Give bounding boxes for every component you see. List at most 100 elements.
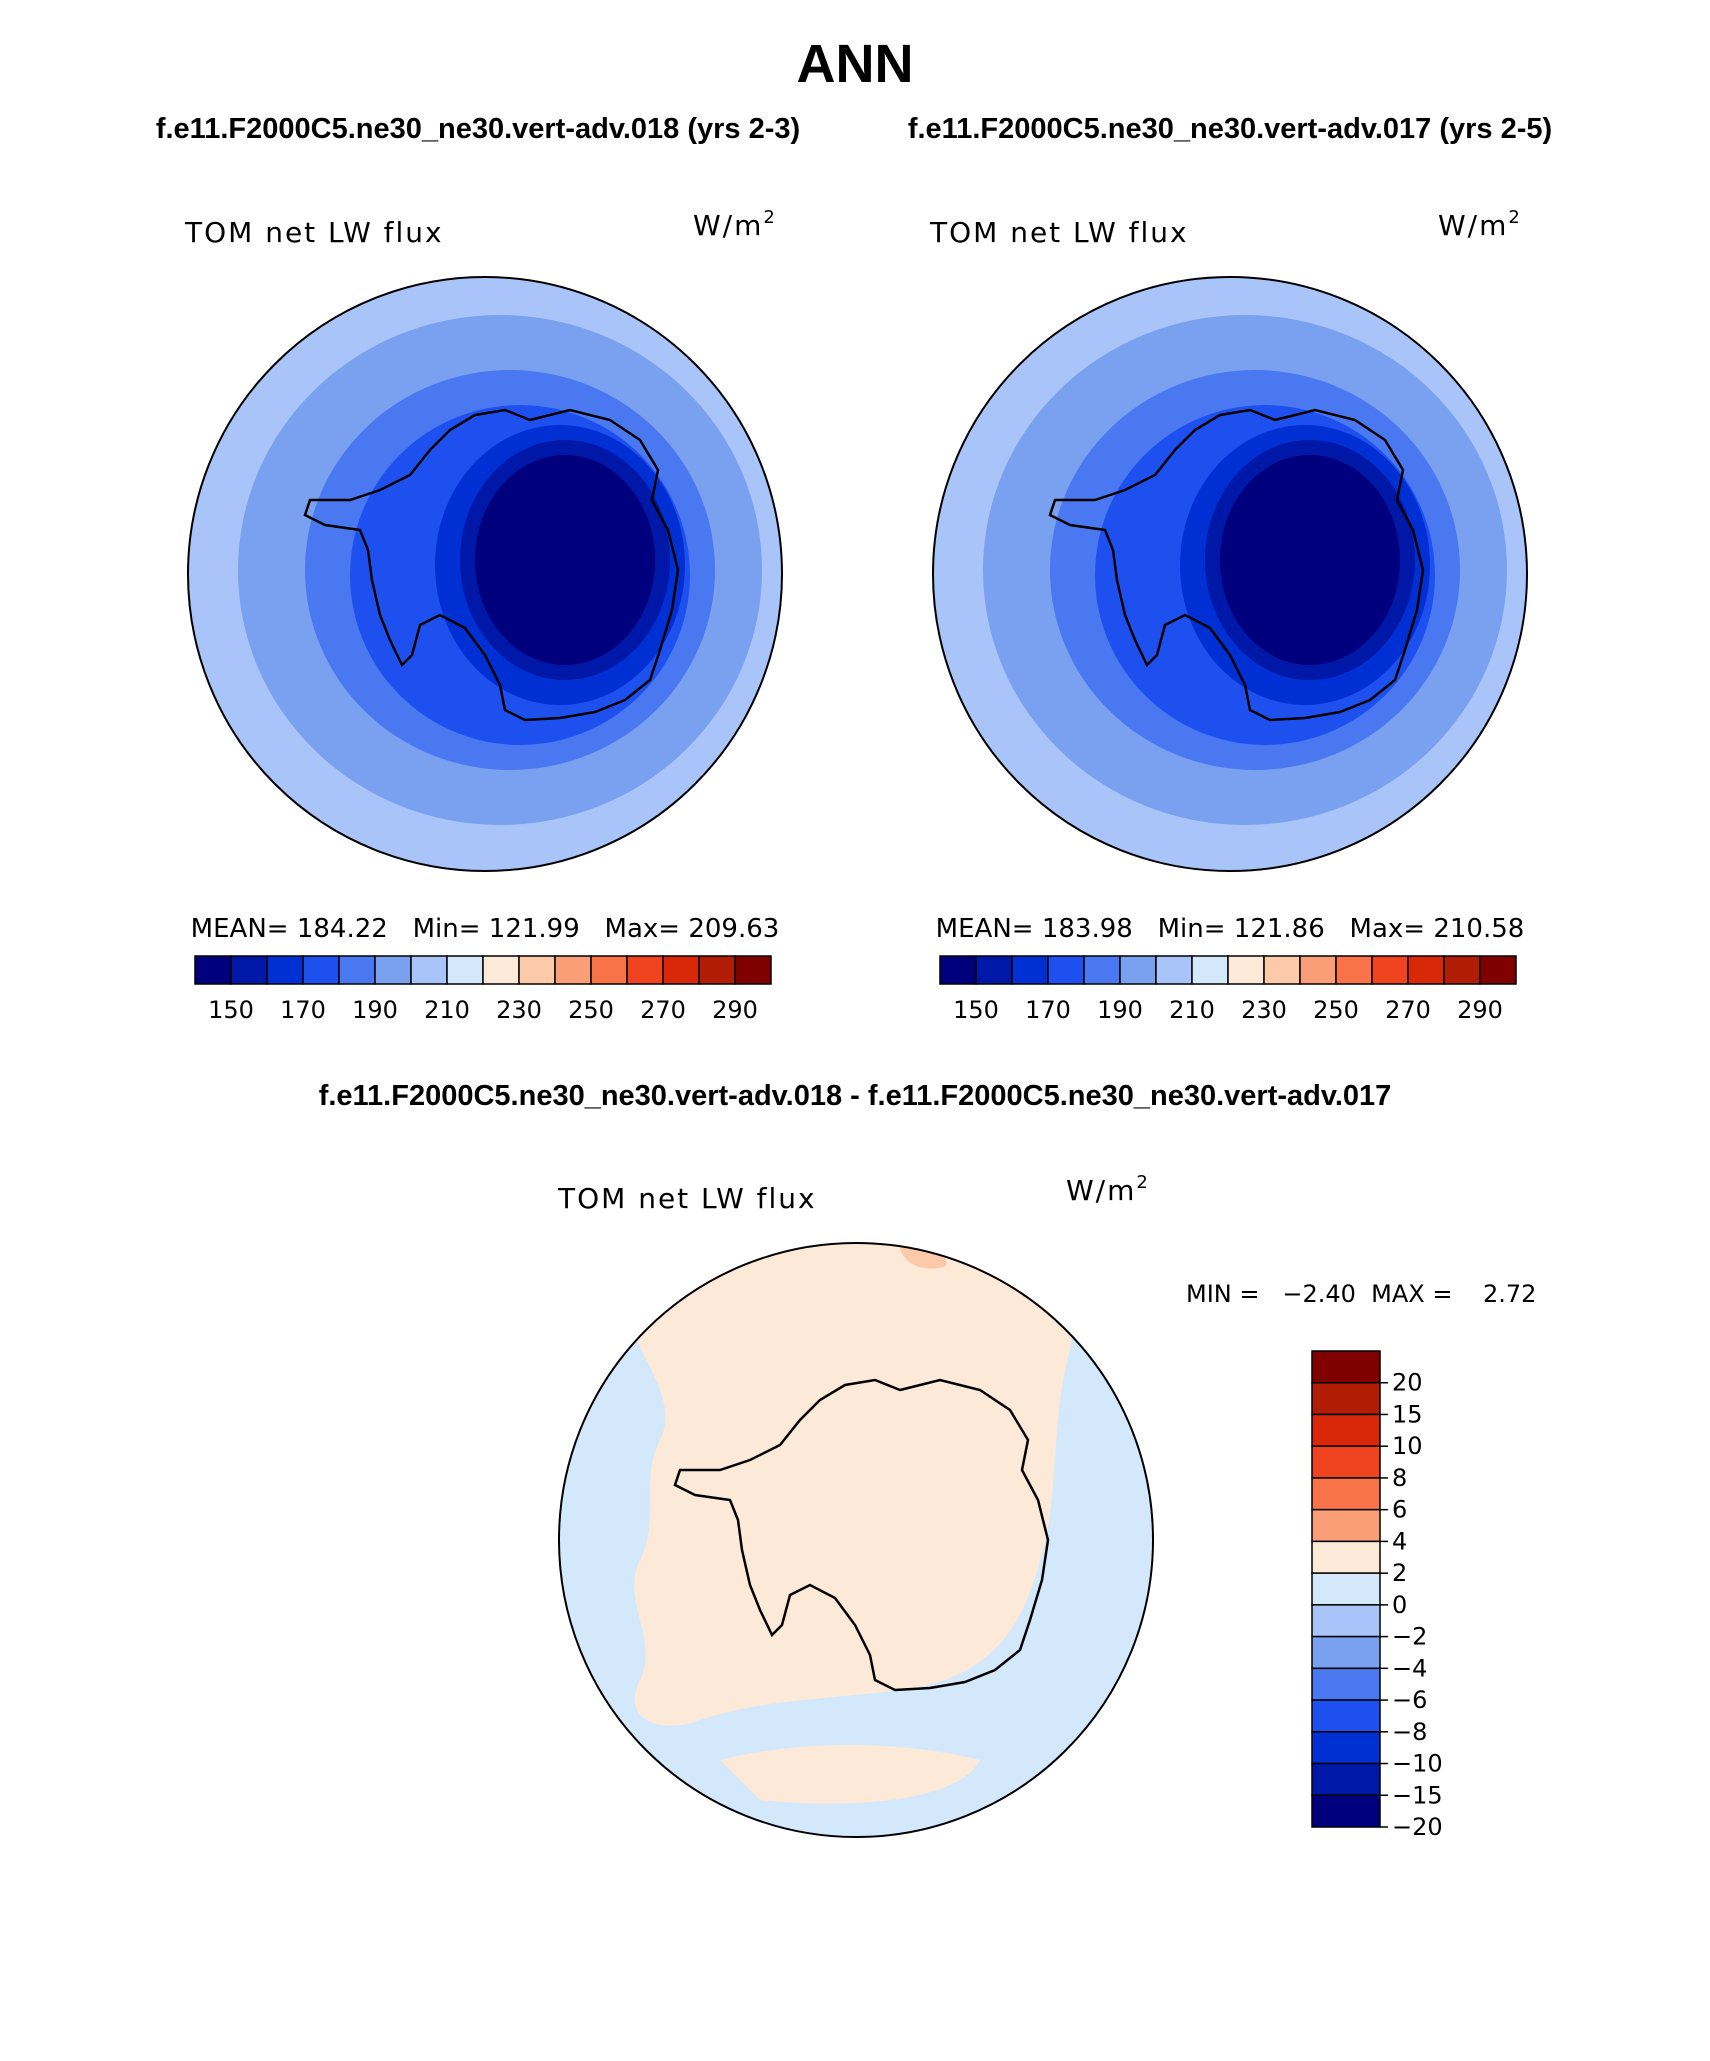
colorbar-box — [1311, 1604, 1381, 1638]
colorbar-box — [662, 955, 700, 985]
colorbar-box — [1011, 955, 1049, 985]
panel-right-map — [933, 277, 1527, 871]
colorbar-label: 270 — [1385, 996, 1431, 1024]
colorbar-label: 290 — [1457, 996, 1503, 1024]
colorbar-label: −15 — [1392, 1781, 1443, 1809]
colorbar-label: 290 — [712, 996, 758, 1024]
colorbar-box — [734, 955, 772, 985]
panel-diff-stats: MIN = −2.40 MAX = 2.72 — [1186, 1280, 1536, 1308]
colorbar-label: 4 — [1392, 1527, 1407, 1555]
panel-left-colorbar: 150 170 190 210 230 250 270 290 — [194, 955, 772, 1024]
colorbar-box — [1119, 955, 1157, 985]
colorbar-box — [1311, 1508, 1381, 1543]
panel-left-stats: MEAN= 184.22 Min= 121.99 Max= 209.63 — [191, 914, 780, 944]
panel-left: TOM net LW flux W/m2 MEAN= 184.22 Min= 1… — [184, 207, 783, 1024]
colorbar-box — [939, 955, 977, 985]
panel-right-units: W/m2 — [1438, 207, 1522, 242]
colorbar-box — [1311, 1762, 1381, 1797]
colorbar-label: 210 — [424, 996, 470, 1024]
colorbar-box — [1479, 955, 1517, 985]
colorbar-label: 150 — [953, 996, 999, 1024]
colorbar-box — [1263, 955, 1301, 985]
colorbar-label: 0 — [1392, 1591, 1407, 1619]
colorbar-label: 2 — [1392, 1559, 1407, 1587]
colorbar-box — [374, 955, 412, 985]
colorbar-label: 15 — [1392, 1400, 1423, 1428]
colorbar-box — [1335, 955, 1373, 985]
colorbar-box — [1311, 1350, 1381, 1384]
colorbar-box — [626, 955, 664, 985]
colorbar-box — [1311, 1381, 1381, 1416]
diff-title: f.e11.F2000C5.ne30_ne30.vert-adv.018 - f… — [319, 1080, 1392, 1112]
map-level-120 — [475, 455, 655, 665]
colorbar-label: 10 — [1392, 1432, 1423, 1460]
panel-diff-map — [559, 1243, 1153, 1837]
colorbar-box — [1311, 1540, 1381, 1574]
colorbar-box — [1083, 955, 1121, 985]
panel-right-variable: TOM net LW flux — [929, 216, 1189, 249]
colorbar-label: 190 — [1097, 996, 1143, 1024]
colorbar-box — [590, 955, 628, 985]
colorbar-box — [194, 955, 232, 985]
colorbar-label: 250 — [1313, 996, 1359, 1024]
colorbar-label: −8 — [1392, 1718, 1427, 1746]
panel-left-units: W/m2 — [693, 207, 777, 242]
panel-left-map — [188, 277, 782, 871]
colorbar-label: −4 — [1392, 1654, 1427, 1682]
colorbar-box — [1443, 955, 1481, 985]
colorbar-box — [1311, 1413, 1381, 1447]
colorbar-label: 270 — [640, 996, 686, 1024]
colorbar-label: −6 — [1392, 1686, 1427, 1714]
colorbar-box — [1311, 1572, 1381, 1606]
panel-diff: TOM net LW flux W/m2 MIN = −2.40 MAX = 2… — [557, 1172, 1536, 1841]
panel-right-colorbar: 150 170 190 210 230 250 270 290 — [939, 955, 1517, 1024]
colorbar-label: 250 — [568, 996, 614, 1024]
map-border — [187, 276, 783, 872]
colorbar-label: 170 — [280, 996, 326, 1024]
colorbar-label: 20 — [1392, 1369, 1423, 1397]
colorbar-box — [975, 955, 1013, 985]
colorbar-label: 6 — [1392, 1496, 1407, 1524]
colorbar-label: 190 — [352, 996, 398, 1024]
colorbar-box — [1155, 955, 1193, 985]
panel-left-variable: TOM net LW flux — [184, 216, 444, 249]
map-diff-positive — [720, 1745, 980, 1804]
colorbar-box — [446, 955, 484, 985]
colorbar-box — [1371, 955, 1409, 985]
colorbar-box — [1311, 1731, 1381, 1765]
colorbar-box — [518, 955, 556, 985]
map-border — [558, 1242, 1154, 1838]
colorbar-label: −20 — [1392, 1813, 1443, 1841]
left-case-title: f.e11.F2000C5.ne30_ne30.vert-adv.018 (yr… — [156, 113, 800, 145]
panel-right-stats: MEAN= 183.98 Min= 121.86 Max= 210.58 — [936, 914, 1525, 944]
colorbar-box — [1311, 1794, 1381, 1828]
colorbar-box — [338, 955, 376, 985]
colorbar-label: 230 — [1241, 996, 1287, 1024]
panel-diff-units: W/m2 — [1066, 1172, 1150, 1207]
colorbar-label: 150 — [208, 996, 254, 1024]
colorbar-label: 210 — [1169, 996, 1215, 1024]
right-case-title: f.e11.F2000C5.ne30_ne30.vert-adv.017 (yr… — [908, 113, 1552, 145]
panel-right: TOM net LW flux W/m2 MEAN= 183.98 Min= 1… — [929, 207, 1528, 1024]
colorbar-box — [1191, 955, 1229, 985]
map-diff-positive — [620, 1243, 1072, 1726]
colorbar-box — [1407, 955, 1445, 985]
colorbar-box — [410, 955, 448, 985]
colorbar-box — [1311, 1445, 1381, 1479]
colorbar-box — [1311, 1635, 1381, 1670]
colorbar-box — [1227, 955, 1265, 985]
colorbar-box — [1311, 1699, 1381, 1733]
colorbar-box — [698, 955, 736, 985]
map-level-120 — [1220, 455, 1400, 665]
colorbar-box — [482, 955, 520, 985]
colorbar-label: −10 — [1392, 1750, 1443, 1778]
colorbar-box — [1047, 955, 1085, 985]
colorbar-box — [266, 955, 304, 985]
colorbar-box — [1311, 1477, 1381, 1511]
colorbar-box — [554, 955, 592, 985]
colorbar-box — [230, 955, 268, 985]
colorbar-label: 8 — [1392, 1464, 1407, 1492]
colorbar-label: −2 — [1392, 1623, 1427, 1651]
